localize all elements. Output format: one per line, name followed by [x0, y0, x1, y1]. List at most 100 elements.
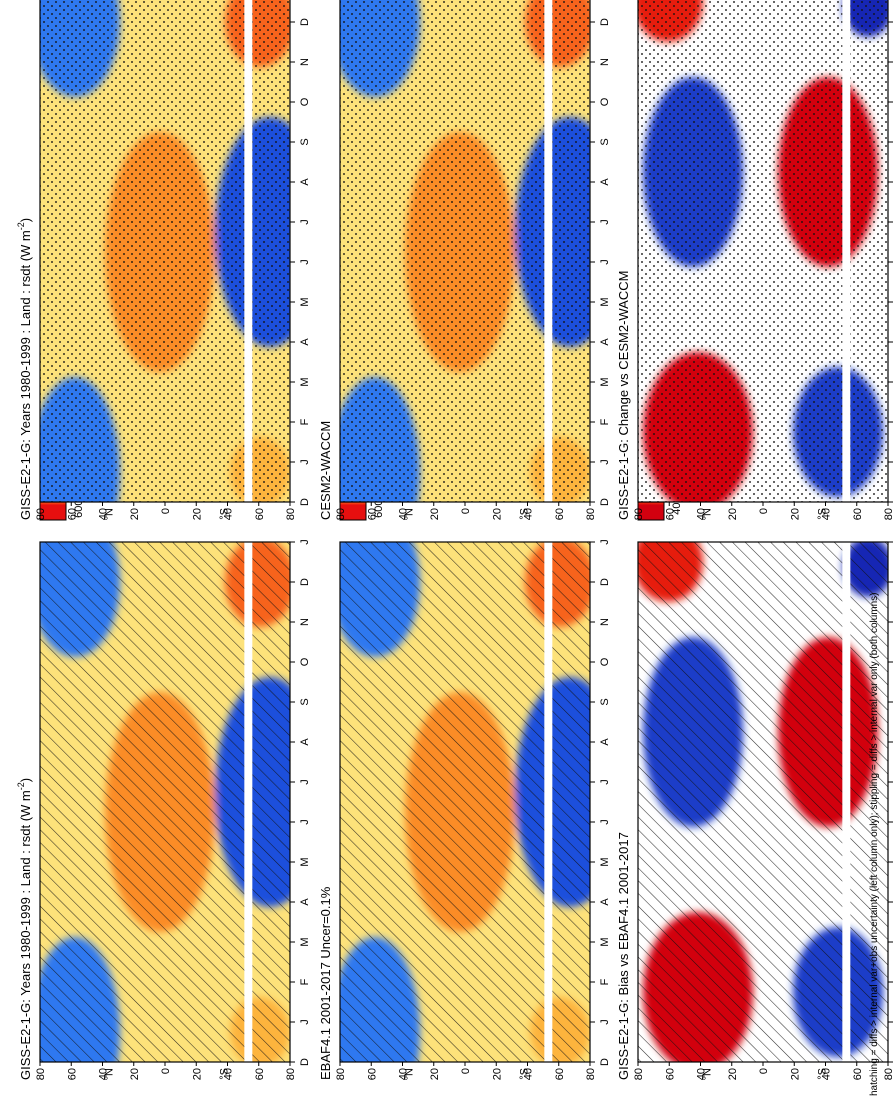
y-tick-label: 80: [335, 1068, 347, 1080]
y-tick-label: 40: [398, 508, 410, 520]
y-tick-label: 40: [523, 508, 535, 520]
x-tick-label: O: [299, 97, 311, 106]
x-tick-label: J: [299, 259, 311, 265]
x-tick-label: A: [299, 178, 311, 186]
x-tick-label: J: [299, 219, 311, 225]
x-tick-label: D: [299, 1058, 311, 1066]
x-tick-label: A: [299, 338, 311, 346]
y-tick-label: 80: [633, 1068, 645, 1080]
y-tick-label: 20: [191, 508, 203, 520]
panel-title: GISS-E2-1-G: Years 1980-1999 : Land : rs…: [16, 218, 33, 520]
panel-title: GISS-E2-1-G: Change vs CESM2-WACCM: [616, 271, 631, 520]
y-hemisphere-label: °S: [817, 508, 829, 520]
heatmap-field: [638, 542, 888, 1062]
panel-title: EBAF4.1 2001-2017 Uncer=0.1%: [318, 886, 333, 1080]
x-tick-label: M: [599, 377, 611, 386]
y-tick-label: 40: [523, 1068, 535, 1080]
x-tick-label: A: [299, 898, 311, 906]
y-tick-label: 40: [821, 508, 833, 520]
x-tick-label: J: [599, 459, 611, 465]
y-hemisphere-label: °N: [702, 1068, 714, 1080]
y-tick-label: 20: [191, 1068, 203, 1080]
y-tick-label: 40: [98, 508, 110, 520]
x-tick-label: D: [599, 498, 611, 506]
y-hemisphere-label: °S: [817, 1068, 829, 1080]
y-tick-label: 20: [429, 508, 441, 520]
y-tick-label: 40: [696, 1068, 708, 1080]
y-tick-label: 20: [491, 508, 503, 520]
y-tick-label: 20: [491, 1068, 503, 1080]
heatmap-field: [340, 0, 590, 502]
x-tick-label: D: [599, 1058, 611, 1066]
x-tick-label: J: [599, 819, 611, 825]
x-tick-label: D: [299, 578, 311, 586]
y-tick-label: 20: [129, 1068, 141, 1080]
x-tick-label: F: [299, 418, 311, 425]
x-tick-label: F: [599, 978, 611, 985]
y-tick-label: 0: [460, 508, 472, 514]
y-tick-label: 60: [254, 508, 266, 520]
chart-panel-panel-d: CESM2-WACCMDJFMAMJJASONDJ806040200204060…: [318, 0, 611, 520]
y-tick-label: 40: [696, 508, 708, 520]
y-tick-label: 20: [129, 508, 141, 520]
y-hemisphere-label: °N: [404, 508, 416, 520]
y-tick-label: 0: [160, 1068, 172, 1074]
heatmap-field: [40, 0, 290, 502]
y-hemisphere-label: °N: [702, 508, 714, 520]
x-tick-label: J: [599, 219, 611, 225]
x-tick-label: M: [299, 297, 311, 306]
heatmap-field: [340, 542, 590, 1062]
colorbar-swatch: [340, 503, 366, 520]
x-tick-label: M: [599, 297, 611, 306]
x-tick-label: J: [299, 779, 311, 785]
chart-panel-panel-e: GISS-E2-1-G: Bias vs EBAF4.1 2001-2017DJ…: [616, 269, 895, 1080]
colorbar-swatch: [40, 503, 66, 520]
chart-panel-panel-b: GISS-E2-1-G: Years 1980-1999 : Land : rs…: [16, 0, 311, 520]
y-tick-label: 60: [66, 1068, 78, 1080]
x-tick-label: J: [299, 459, 311, 465]
x-tick-label: S: [599, 698, 611, 705]
panel-title: CESM2-WACCM: [318, 421, 333, 520]
x-tick-label: M: [299, 937, 311, 946]
y-tick-label: 60: [366, 1068, 378, 1080]
x-tick-label: N: [599, 58, 611, 66]
y-hemisphere-label: °N: [404, 1068, 416, 1080]
y-hemisphere-label: °S: [519, 508, 531, 520]
chart-panel-panel-a: GISS-E2-1-G: Years 1980-1999 : Land : rs…: [16, 269, 311, 1080]
heatmap-field: [638, 0, 888, 502]
y-tick-label: 40: [821, 1068, 833, 1080]
x-tick-label: M: [299, 857, 311, 866]
panel-title: GISS-E2-1-G: Years 1980-1999 : Land : rs…: [16, 778, 33, 1080]
y-tick-label: 60: [366, 508, 378, 520]
y-tick-label: 60: [852, 1068, 864, 1080]
colorbar-tick-label: 600: [373, 499, 385, 517]
x-tick-label: J: [599, 539, 611, 545]
y-hemisphere-label: °S: [519, 1068, 531, 1080]
y-tick-label: 20: [727, 1068, 739, 1080]
y-tick-label: 80: [883, 1068, 895, 1080]
y-tick-label: 60: [664, 1068, 676, 1080]
x-tick-label: J: [599, 779, 611, 785]
y-tick-label: 0: [758, 1068, 770, 1074]
x-tick-label: A: [599, 898, 611, 906]
x-tick-label: J: [599, 259, 611, 265]
y-tick-label: 20: [789, 1068, 801, 1080]
x-tick-label: S: [299, 698, 311, 705]
x-tick-label: M: [599, 937, 611, 946]
x-tick-label: A: [599, 178, 611, 186]
x-tick-label: O: [599, 657, 611, 666]
y-tick-label: 80: [35, 1068, 47, 1080]
y-tick-label: 0: [460, 1068, 472, 1074]
x-tick-label: M: [599, 857, 611, 866]
y-tick-label: 80: [585, 1068, 597, 1080]
x-tick-label: J: [299, 539, 311, 545]
y-hemisphere-label: °S: [219, 508, 231, 520]
x-tick-label: S: [299, 138, 311, 145]
chart-panel-panel-f: GISS-E2-1-G: Change vs CESM2-WACCMDJFMAM…: [616, 0, 895, 520]
x-tick-label: J: [599, 1019, 611, 1025]
x-tick-label: D: [299, 18, 311, 26]
y-tick-label: 40: [98, 1068, 110, 1080]
figure-footnote: hatching = diffs > internal var+obs unce…: [869, 592, 880, 1096]
y-tick-label: 60: [554, 508, 566, 520]
y-hemisphere-label: °N: [104, 1068, 116, 1080]
